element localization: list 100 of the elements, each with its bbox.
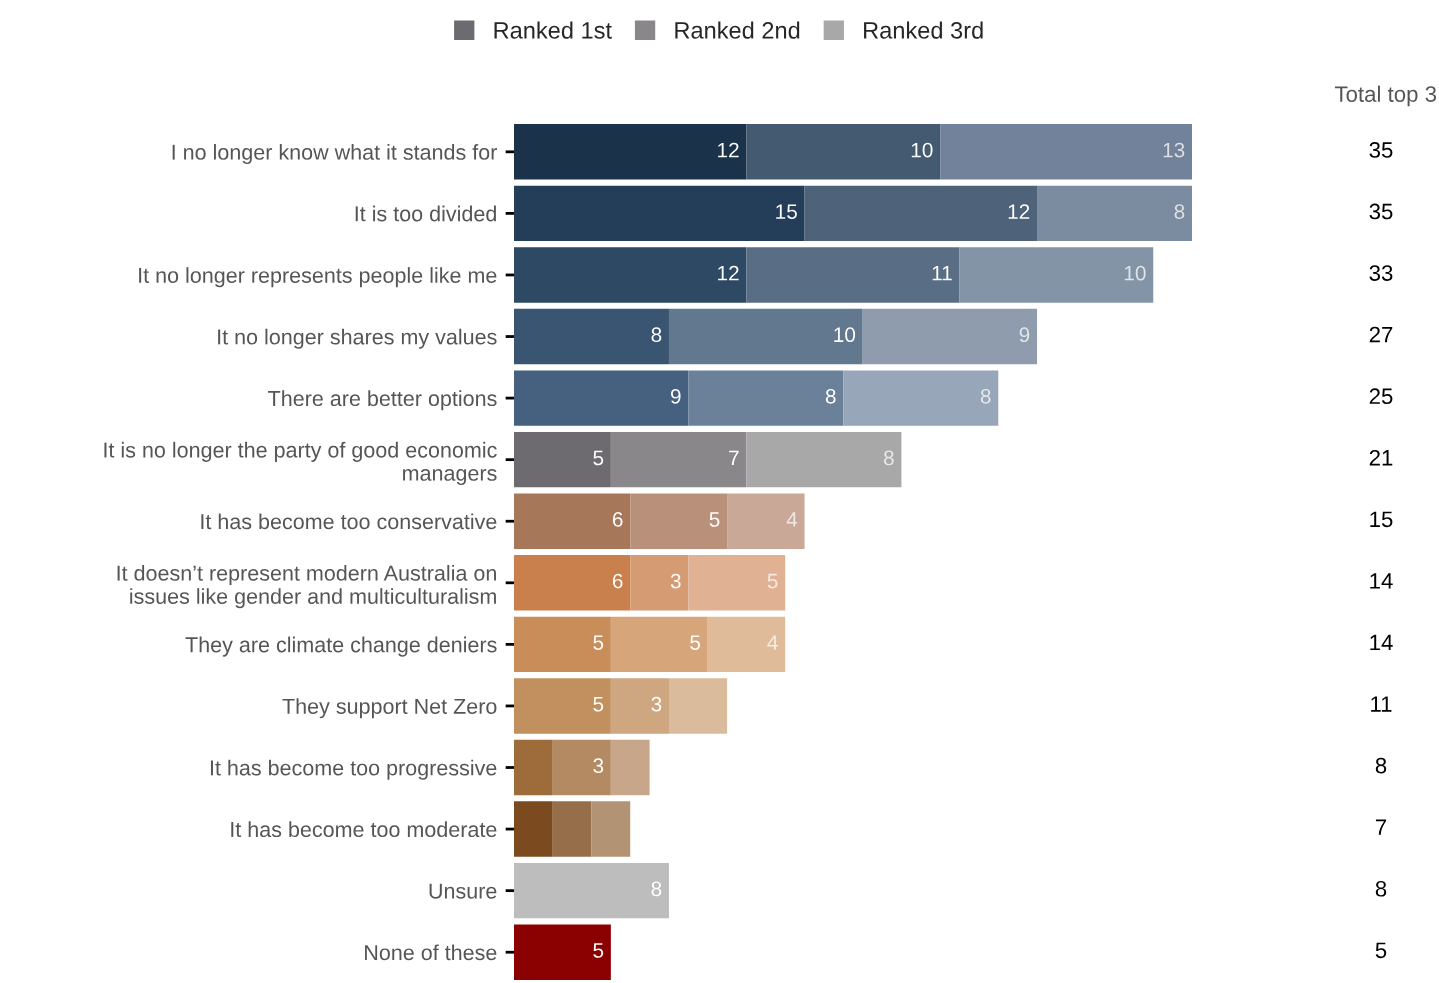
data-label: 10 — [834, 327, 856, 343]
text: 7 — [1375, 819, 1387, 835]
data-label: 15 — [776, 204, 797, 219]
bar — [514, 185, 805, 242]
text: 11 — [1371, 696, 1392, 712]
bar — [514, 308, 669, 365]
bar — [552, 801, 592, 857]
data-label: 9 — [1019, 327, 1030, 343]
y-tick-label: It no longer shares my values — [218, 328, 497, 349]
bar — [514, 739, 553, 796]
bar — [610, 678, 669, 734]
bar — [862, 308, 1038, 365]
bar — [591, 801, 631, 857]
data-label: 6 — [612, 512, 623, 527]
bar — [707, 616, 786, 673]
bar — [688, 555, 786, 611]
text: 35 — [1369, 142, 1393, 158]
text: 8 — [1375, 757, 1387, 774]
data-label: 12 — [718, 142, 739, 158]
bar — [514, 247, 747, 303]
data-label: 5 — [593, 635, 604, 650]
data-label: 6 — [612, 573, 623, 589]
bar — [746, 431, 902, 488]
text: 33 — [1369, 265, 1393, 281]
bar — [514, 678, 611, 734]
data-label: 7 — [729, 450, 739, 466]
data-label: 8 — [980, 388, 991, 404]
y-tick-label: It no longer represents people like me — [139, 267, 497, 288]
y-tick-label: It doesn’t represent modern Australia on issues like gender and multiculturalism — [117, 564, 496, 609]
text: 25 — [1369, 388, 1393, 405]
data-label: 13 — [1163, 142, 1185, 158]
data-label: 5 — [593, 943, 604, 958]
y-tick-label: None of these — [365, 944, 497, 961]
bar — [610, 616, 708, 673]
text: 35 — [1369, 203, 1393, 220]
y-tick-label: It has become too conservative — [201, 513, 497, 530]
bar — [514, 616, 611, 673]
data-label: 5 — [593, 697, 604, 712]
bar — [610, 739, 650, 796]
bar — [746, 247, 960, 303]
bar — [843, 370, 999, 426]
data-label: 5 — [767, 573, 778, 589]
legend-label: Ranked 2nd — [675, 21, 800, 39]
text: 14 — [1370, 573, 1393, 589]
y-tick-label: There are better options — [268, 390, 497, 411]
data-label: 10 — [1124, 265, 1146, 281]
data-label: 8 — [651, 881, 662, 897]
y-tick-label: Unsure — [429, 883, 497, 899]
data-label: 4 — [786, 512, 798, 527]
bar — [514, 124, 747, 180]
bar — [746, 124, 941, 180]
text: 15 — [1370, 511, 1393, 528]
bar — [514, 431, 611, 488]
bar — [514, 555, 631, 611]
y-tick-label: They support Net Zero — [282, 698, 497, 719]
bar — [688, 370, 844, 426]
data-label: 3 — [651, 696, 662, 712]
data-label: 8 — [825, 388, 836, 404]
data-label: 8 — [883, 450, 894, 466]
bar — [514, 370, 689, 426]
data-label: 11 — [932, 266, 952, 281]
bar — [668, 308, 863, 365]
text: 5 — [1375, 942, 1387, 959]
legend-label: Ranked 3rd — [864, 21, 983, 39]
y-tick-label: It is no longer the party of good economic managers — [104, 441, 497, 486]
text: 14 — [1370, 634, 1393, 651]
data-label: 3 — [593, 758, 604, 774]
bar — [727, 493, 805, 549]
bar — [610, 431, 747, 488]
bar — [514, 924, 611, 980]
bar — [630, 493, 728, 549]
y-tick-label: It is too divided — [355, 205, 496, 222]
data-label: 8 — [651, 327, 662, 343]
bar — [959, 247, 1154, 303]
bar — [940, 124, 1192, 180]
data-label: 4 — [767, 635, 778, 650]
y-tick-label: It has become too progressive — [210, 759, 497, 780]
y-tick-label: It has become too moderate — [231, 821, 497, 838]
legend-label: Ranked 1st — [494, 21, 612, 39]
data-label: 5 — [593, 450, 604, 466]
data-label: 12 — [1008, 204, 1030, 219]
bar — [514, 862, 669, 919]
data-label: 9 — [670, 388, 681, 404]
data-label: 10 — [911, 142, 933, 158]
bar — [804, 185, 1038, 242]
data-label: 3 — [670, 573, 681, 589]
text: 8 — [1375, 880, 1387, 897]
data-label: 12 — [718, 265, 739, 281]
bar — [668, 678, 728, 734]
y-tick-label: They are climate change deniers — [185, 636, 497, 657]
bar — [514, 493, 631, 549]
bar — [630, 555, 689, 611]
text: 27 — [1369, 326, 1393, 343]
data-label: 8 — [1174, 204, 1185, 219]
y-tick-label: I no longer know what it stands for — [172, 144, 497, 165]
data-label: 5 — [690, 635, 701, 650]
bar — [1037, 185, 1192, 242]
text: Total top 3 — [1334, 85, 1437, 107]
bar — [514, 801, 553, 857]
data-label: 5 — [709, 512, 720, 527]
